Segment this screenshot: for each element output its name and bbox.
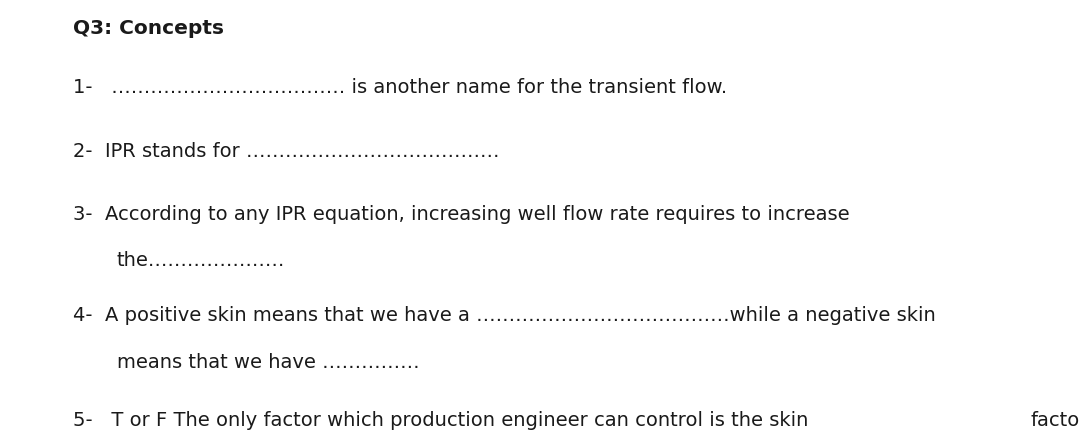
Text: factor.: factor.	[1030, 411, 1080, 430]
Text: 2-  IPR stands for …………………………………: 2- IPR stands for …………………………………	[73, 142, 500, 161]
Text: means that we have ……………: means that we have ……………	[117, 353, 419, 372]
Text: 3-  According to any IPR equation, increasing well flow rate requires to increas: 3- According to any IPR equation, increa…	[73, 205, 850, 224]
Text: 5-   T or F The only factor which production engineer can control is the skin: 5- T or F The only factor which producti…	[73, 411, 815, 430]
Text: the…………………: the…………………	[117, 252, 285, 270]
Text: 4-  A positive skin means that we have a …………………………………while a negative skin: 4- A positive skin means that we have a …	[73, 306, 936, 325]
Text: 1-   ……………………………… is another name for the transient flow.: 1- ……………………………… is another name for the …	[73, 78, 728, 97]
Text: Q3: Concepts: Q3: Concepts	[73, 19, 225, 39]
